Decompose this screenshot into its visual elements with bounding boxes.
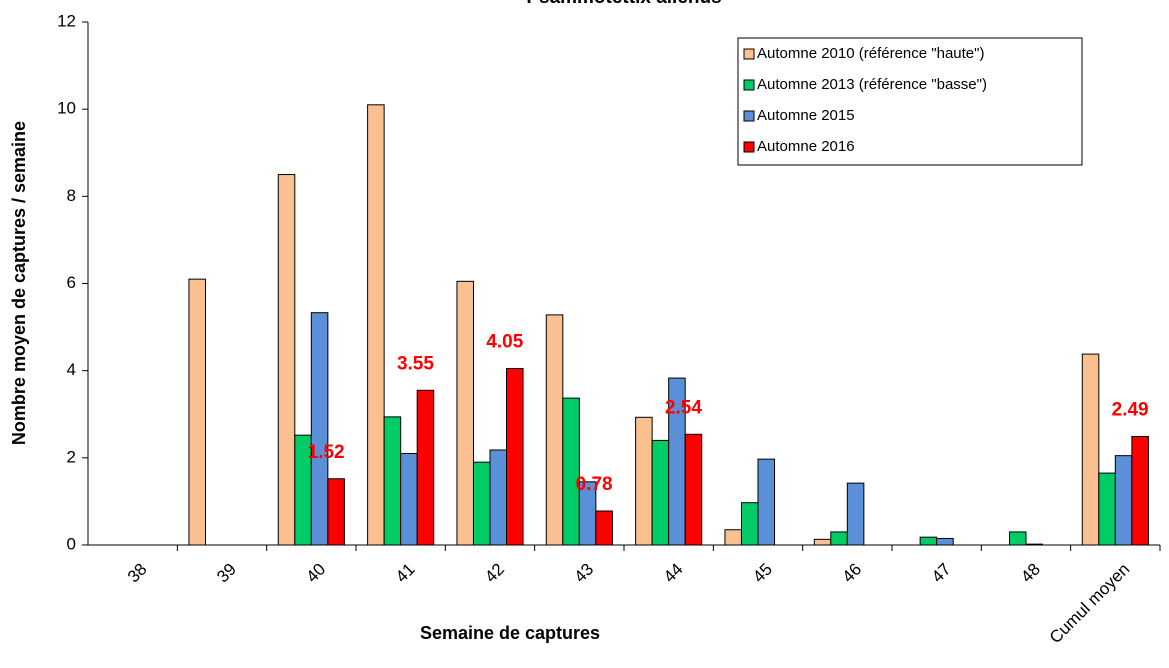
y-tick-label: 4 bbox=[67, 360, 76, 379]
bar bbox=[1131, 435, 1149, 546]
bar bbox=[1025, 543, 1044, 546]
bar bbox=[489, 449, 508, 546]
bar bbox=[651, 439, 670, 546]
bar bbox=[562, 397, 580, 546]
bar bbox=[830, 531, 848, 546]
bar bbox=[277, 174, 296, 546]
bar bbox=[846, 482, 865, 546]
bar bbox=[740, 502, 759, 546]
data-label: 3.55 bbox=[397, 353, 434, 374]
bar bbox=[595, 510, 613, 546]
bar bbox=[684, 433, 703, 546]
x-tick-label: 47 bbox=[928, 560, 955, 587]
x-tick-label: 42 bbox=[481, 560, 508, 587]
y-tick-label: 6 bbox=[67, 273, 76, 292]
y-tick-label: 8 bbox=[67, 186, 76, 205]
bar bbox=[310, 312, 329, 546]
x-tick-label: 48 bbox=[1017, 560, 1044, 587]
legend-swatch bbox=[743, 110, 755, 122]
legend-box bbox=[737, 37, 1083, 166]
data-label: 2.49 bbox=[1112, 399, 1149, 420]
legend-label: Automne 2016 bbox=[757, 138, 855, 155]
bar bbox=[506, 367, 524, 546]
y-tick-label: 10 bbox=[57, 99, 76, 118]
x-tick-label: 44 bbox=[660, 560, 687, 587]
legend-swatch bbox=[743, 79, 755, 91]
x-tick-label: 39 bbox=[213, 560, 240, 587]
bar bbox=[724, 529, 742, 546]
bar bbox=[188, 278, 206, 546]
x-tick-label: 38 bbox=[124, 560, 151, 587]
legend-label: Automne 2010 (référence "haute") bbox=[757, 45, 984, 62]
chart-title: Psammotettix alienus bbox=[526, 0, 721, 8]
data-label: 1.52 bbox=[308, 442, 345, 463]
bar bbox=[383, 416, 402, 546]
bar bbox=[1081, 353, 1100, 546]
x-tick-label: 41 bbox=[392, 560, 419, 587]
y-tick-label: 2 bbox=[67, 447, 76, 466]
data-label: 4.05 bbox=[486, 332, 523, 353]
data-label: 0.78 bbox=[576, 474, 613, 495]
bar bbox=[400, 452, 418, 546]
bar bbox=[936, 537, 954, 546]
x-tick-label: 40 bbox=[303, 560, 330, 587]
y-tick-label: 12 bbox=[57, 11, 76, 30]
legend-swatch bbox=[743, 141, 755, 153]
bar bbox=[416, 389, 435, 546]
bar bbox=[456, 280, 474, 546]
y-tick-label: 0 bbox=[67, 534, 76, 553]
bar bbox=[1114, 455, 1133, 546]
bar bbox=[813, 538, 832, 546]
data-label: 2.54 bbox=[665, 397, 702, 418]
x-tick-label: 45 bbox=[749, 560, 776, 587]
bar bbox=[327, 478, 345, 546]
bar bbox=[635, 416, 653, 546]
legend-label: Automne 2015 bbox=[757, 107, 855, 124]
bar bbox=[757, 458, 776, 546]
x-axis-title: Semaine de captures bbox=[420, 623, 600, 643]
y-axis-title: Nombre moyen de captures / semaine bbox=[9, 121, 29, 445]
x-tick-label: 46 bbox=[839, 560, 866, 587]
legend-label: Automne 2013 (référence "basse") bbox=[757, 76, 987, 93]
bar bbox=[545, 314, 564, 546]
legend-swatch bbox=[743, 48, 755, 60]
bar bbox=[919, 536, 938, 546]
x-tick-label: 43 bbox=[571, 560, 598, 587]
bar bbox=[1008, 531, 1027, 546]
bar bbox=[1098, 472, 1116, 546]
bar bbox=[472, 461, 491, 546]
x-tick-label: Cumul moyen bbox=[1046, 560, 1134, 648]
bar bbox=[367, 104, 385, 546]
